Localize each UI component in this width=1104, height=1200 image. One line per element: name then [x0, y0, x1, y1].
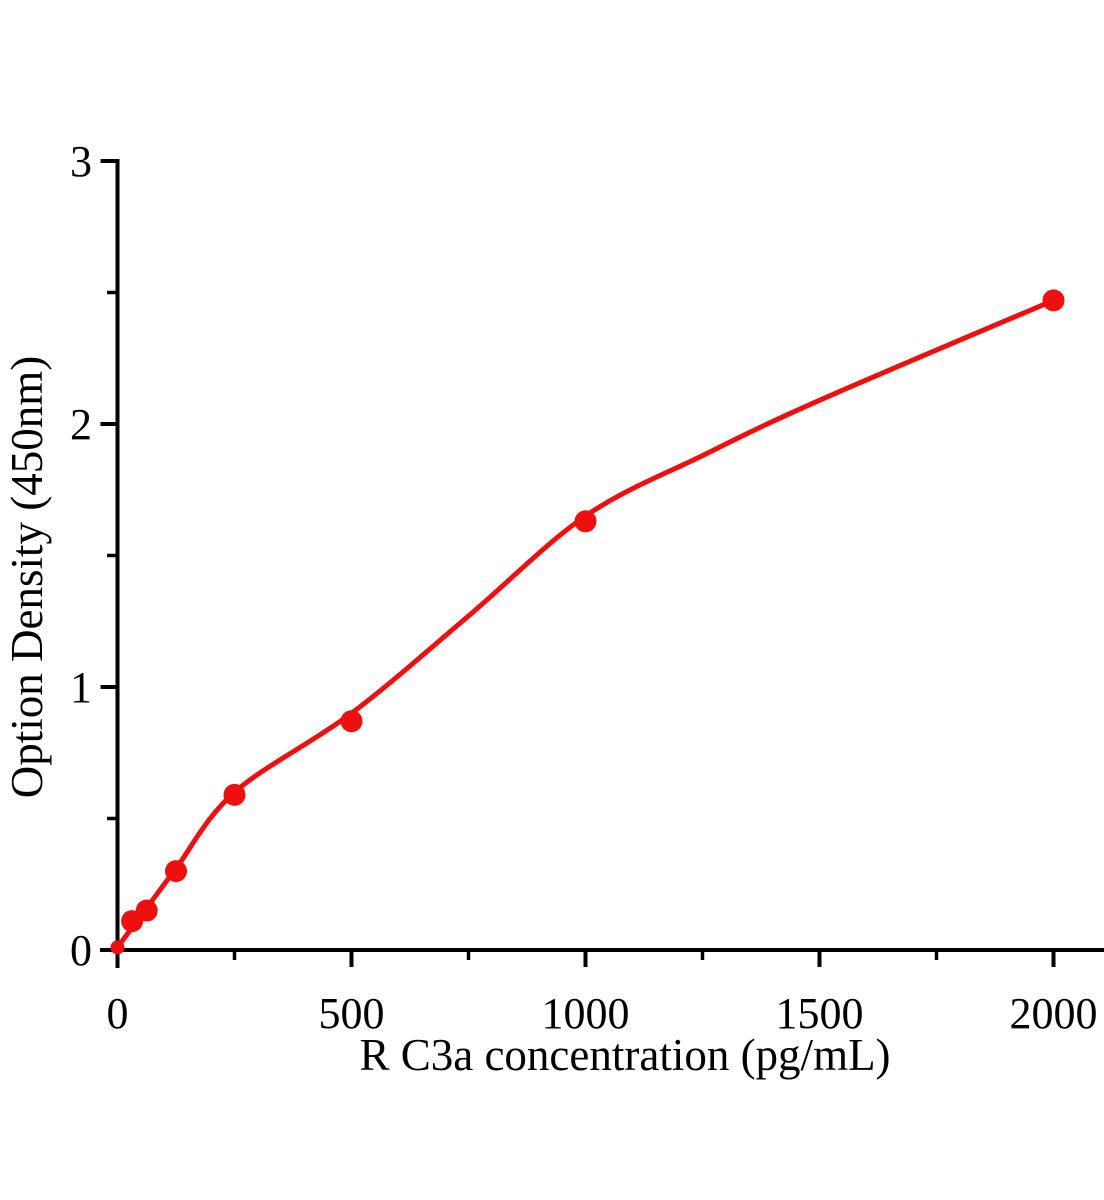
data-point — [340, 710, 363, 733]
x-tick-label: 1500 — [776, 989, 864, 1038]
x-tick-label: 500 — [319, 989, 385, 1038]
y-tick-label: 3 — [70, 137, 92, 186]
fitted-curve-layer — [115, 297, 1056, 950]
y-tick-label: 0 — [70, 926, 92, 975]
x-tick-label: 1000 — [542, 989, 630, 1038]
data-point — [574, 510, 597, 533]
y-axis-title: Option Density (450nm) — [2, 356, 52, 798]
data-point — [223, 783, 246, 806]
tick-label-layer: 0 500 1000 1500 2000 0 1 2 3 — [70, 137, 1098, 1038]
data-point — [1042, 289, 1065, 312]
y-tick-label: 1 — [70, 663, 92, 712]
fitted-curve — [115, 297, 1056, 950]
x-tick-label: 0 — [107, 989, 129, 1038]
x-axis-title: R C3a concentration (pg/mL) — [359, 1030, 890, 1080]
data-point — [110, 940, 125, 955]
x-tick-label: 2000 — [1010, 989, 1098, 1038]
data-point — [165, 860, 187, 883]
data-point — [135, 899, 158, 922]
data-points-layer — [110, 289, 1065, 955]
y-tick-label: 2 — [70, 400, 92, 449]
axes-layer — [100, 159, 1104, 968]
